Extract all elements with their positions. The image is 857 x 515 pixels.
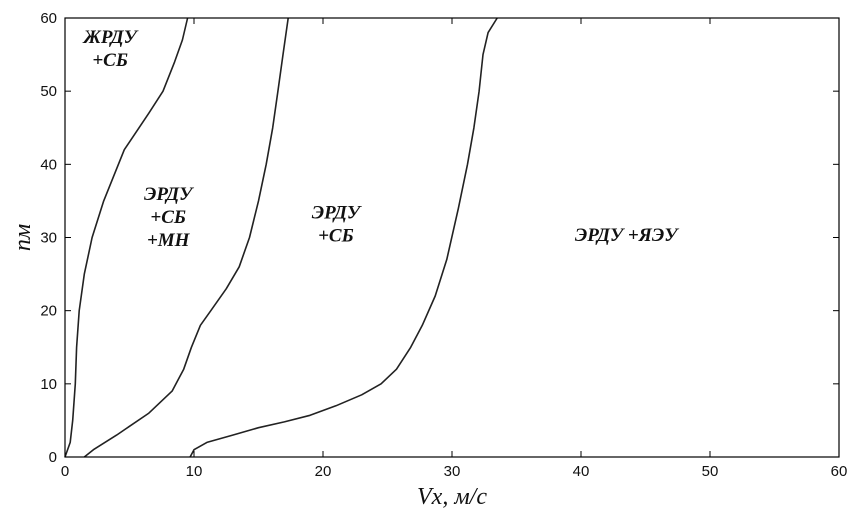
region-label-line: +МН xyxy=(147,230,191,251)
region-label-4: ЭРДУ +ЯЭУ xyxy=(575,225,679,246)
curve-2 xyxy=(83,17,289,458)
region-label-line: ЖРДУ xyxy=(81,27,138,48)
y-tick-label: 0 xyxy=(49,449,57,466)
x-tick-label: 10 xyxy=(186,463,203,480)
y-tick-label: 30 xyxy=(40,230,57,247)
curve-1 xyxy=(64,17,189,458)
region-label-line: +СБ xyxy=(150,207,186,228)
y-axis-label: nм xyxy=(10,224,36,251)
y-tick-label: 20 xyxy=(40,303,57,320)
x-tick-label: 0 xyxy=(61,463,69,480)
ticks: 0 10 20 30 40 50 60 0 10 20 30 40 50 60 xyxy=(40,10,847,480)
y-tick-label: 10 xyxy=(40,376,57,393)
region-label-line: ЭРДУ +ЯЭУ xyxy=(575,225,679,246)
region-label-2: ЭРДУ +СБ +МН xyxy=(144,184,194,251)
y-tick-label: 40 xyxy=(40,156,57,173)
x-axis-label: Vx, м/с xyxy=(417,484,487,510)
x-tick-label: 60 xyxy=(831,463,848,480)
x-tick-label: 20 xyxy=(315,463,332,480)
y-tick-label: 60 xyxy=(40,10,57,27)
region-label-3: ЭРДУ +СБ xyxy=(312,203,362,247)
region-label-line: +СБ xyxy=(318,226,354,247)
curve-3 xyxy=(189,17,498,458)
x-tick-label: 50 xyxy=(702,463,719,480)
x-tick-label: 30 xyxy=(444,463,461,480)
region-label-line: +СБ xyxy=(92,50,128,71)
x-tick-label: 40 xyxy=(573,463,590,480)
region-label-1: ЖРДУ +СБ xyxy=(81,27,138,71)
curves xyxy=(64,17,498,458)
y-tick-label: 50 xyxy=(40,83,57,100)
region-label-line: ЭРДУ xyxy=(144,184,194,205)
region-label-line: ЭРДУ xyxy=(312,203,362,224)
